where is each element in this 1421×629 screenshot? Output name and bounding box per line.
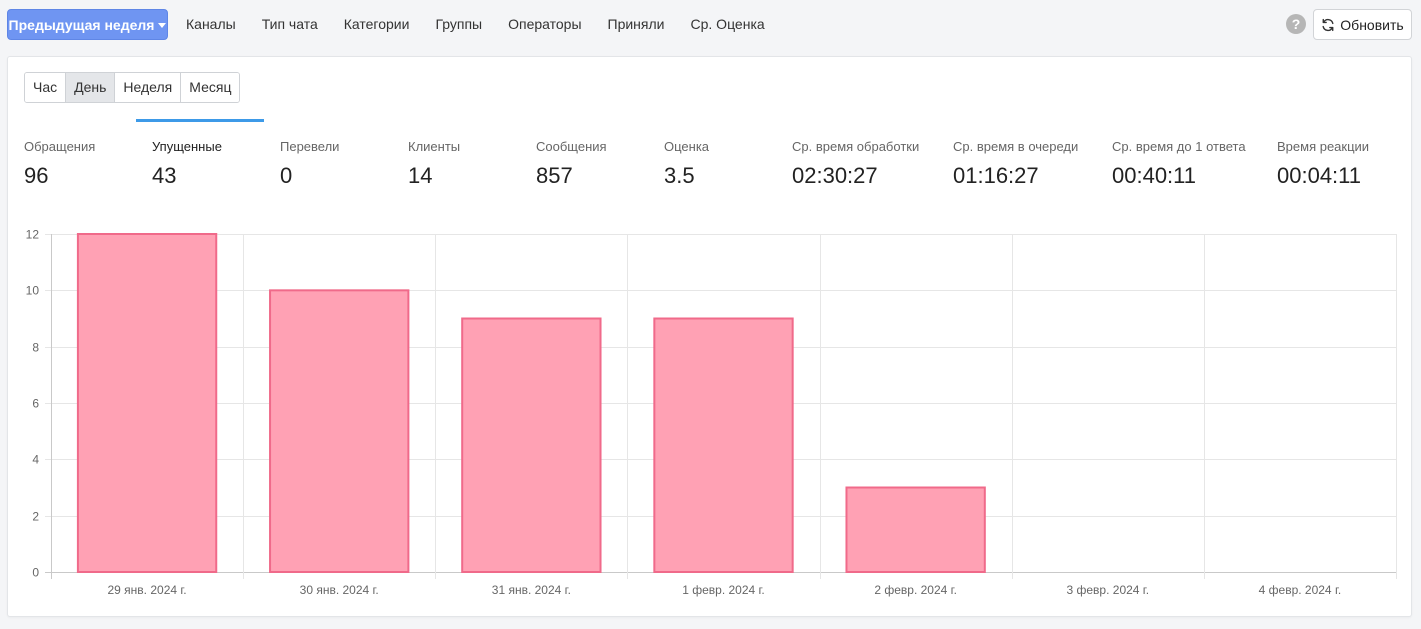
bar [845,486,986,573]
nav-link-operators[interactable]: Операторы [508,16,582,32]
granularity-hour[interactable]: Час [25,73,67,102]
y-tick-label: 4 [32,453,39,467]
nav-link-channels[interactable]: Каналы [186,16,236,32]
metric-value: 43 [152,163,177,188]
caret-down-icon [158,22,167,28]
metric-value: 02:30:27 [792,163,878,188]
metric-value: 14 [408,163,433,188]
x-tick-label: 4 февр. 2024 г. [1259,583,1342,597]
bar [269,289,410,573]
metric-value: 96 [24,163,49,188]
nav-link-groups[interactable]: Группы [435,16,483,32]
metric-label: Обращения [24,139,96,154]
nav-link-categories[interactable]: Категории [343,16,410,32]
metric-label: Ср. время в очереди [953,139,1079,154]
metric-clients[interactable]: Клиенты 14 [408,139,460,189]
x-tick-label: 3 февр. 2024 г. [1067,583,1150,597]
metric-label: Клиенты [408,139,461,154]
metric-avg-queue-time[interactable]: Ср. время в очереди 01:16:27 [953,139,1078,189]
x-tick-label: 29 янв. 2024 г. [108,583,187,597]
metric-label: Ср. время до 1 ответа [1112,139,1246,154]
granularity-day[interactable]: День [66,73,116,102]
granularity-switch: Час День Неделя Месяц [24,72,241,103]
x-tick-label: 1 февр. 2024 г. [682,583,765,597]
bar [461,317,602,573]
nav-links: Каналы Тип чата Категории Группы Операто… [173,9,778,40]
granularity-month[interactable]: Месяц [181,73,240,102]
nav-link-accepted[interactable]: Приняли [607,16,665,32]
metric-value: 3.5 [664,163,695,188]
metric-requests[interactable]: Обращения 96 [24,139,95,189]
metric-label: Время реакции [1277,139,1370,154]
metric-label: Ср. время обработки [792,139,920,154]
y-tick-label: 6 [32,397,39,411]
metric-label: Сообщения [536,139,607,154]
x-tick-label: 30 янв. 2024 г. [300,583,379,597]
metric-label: Упущенные [152,139,222,154]
metric-missed[interactable]: Упущенные 43 [152,139,222,189]
nav-link-chat-type[interactable]: Тип чата [261,16,318,32]
y-tick-label: 12 [26,228,40,242]
metric-value: 0 [280,163,293,188]
metric-avg-first-response[interactable]: Ср. время до 1 ответа 00:40:11 [1112,139,1246,189]
bar [653,317,794,573]
metric-value: 00:04:11 [1277,163,1362,188]
y-tick-label: 2 [32,510,39,524]
period-dropdown-label: Предыдущая неделя [8,16,155,33]
top-navigation: Предыдущая неделя Каналы Тип чата Катего… [0,0,1421,50]
period-dropdown-button[interactable]: Предыдущая неделя [7,9,168,40]
y-tick-label: 10 [26,284,40,298]
y-tick-label: 0 [32,566,39,580]
metric-value: 00:40:11 [1112,163,1197,188]
active-metric-indicator [136,119,264,122]
metric-label: Перевели [280,139,340,154]
metric-value: 857 [536,163,573,188]
refresh-label: Обновить [1340,16,1404,33]
granularity-week[interactable]: Неделя [115,73,182,102]
bar [76,233,218,573]
metric-avg-handle-time[interactable]: Ср. время обработки 02:30:27 [792,139,919,189]
y-tick-label: 8 [32,341,39,355]
refresh-button[interactable]: Обновить [1313,9,1412,40]
nav-link-avg-rating[interactable]: Ср. Оценка [690,16,765,32]
refresh-icon [1322,18,1334,31]
help-icon[interactable]: ? [1286,14,1306,34]
x-tick-label: 2 февр. 2024 г. [874,583,957,597]
metric-transferred[interactable]: Перевели 0 [280,139,339,189]
metric-label: Оценка [664,139,710,154]
metric-rating[interactable]: Оценка 3.5 [664,139,709,189]
metric-messages[interactable]: Сообщения 857 [536,139,607,189]
metric-reaction-time[interactable]: Время реакции 00:04:11 [1277,139,1369,189]
metrics-row: Обращения 96 Упущенные 43 Перевели 0 Кли… [24,139,1404,199]
x-tick-label: 31 янв. 2024 г. [492,583,571,597]
metric-value: 01:16:27 [953,163,1039,188]
